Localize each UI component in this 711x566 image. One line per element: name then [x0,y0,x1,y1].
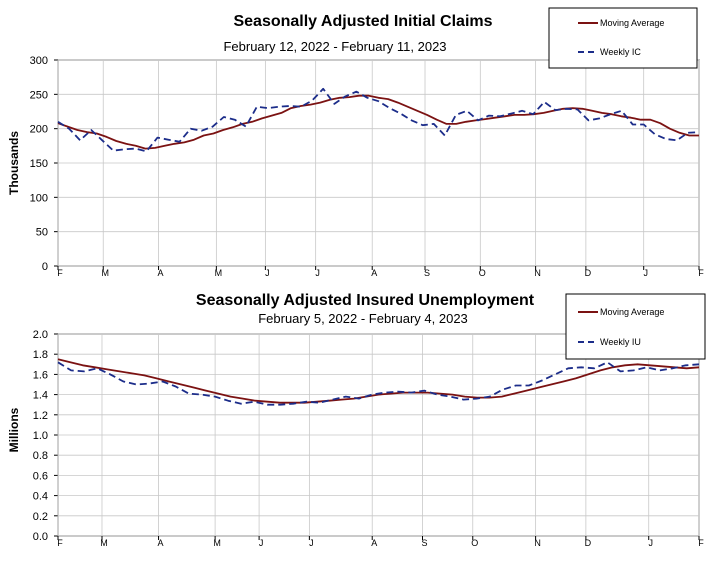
y-tick-label: 1.4 [33,390,48,402]
x-tick-label: O [479,268,486,278]
x-tick-label: J [309,538,314,548]
x-tick-label: A [371,538,377,548]
legend-label-moving-average: Moving Average [600,307,664,317]
x-tick-label: F [57,268,63,278]
legend-label-moving-average: Moving Average [600,18,664,28]
x-tick-label: S [421,538,427,548]
x-tick-label: M [213,538,221,548]
x-tick-label: N [534,538,541,548]
y-tick-label: 1.8 [33,349,48,361]
x-tick-label: D [585,268,592,278]
legend-box [548,7,698,69]
series-lines [57,358,700,406]
chart-subtitle: February 5, 2022 - February 4, 2023 [258,311,468,326]
legend-box [565,293,706,360]
y-tick-label: 0.0 [33,531,48,543]
x-tick-label: A [158,538,164,548]
chart-subtitle: February 12, 2022 - February 11, 2023 [223,39,446,54]
y-axis-label: Thousands [7,131,21,195]
legend-label-weekly-ic: Weekly IC [600,47,641,57]
x-tick-label: J [315,268,320,278]
chart-initial-claims: Seasonally Adjusted Initial Claims Febru… [7,7,704,278]
y-tick-labels: 0 50 100 150 200 250 300 [30,55,48,273]
y-tick-label: 1.6 [33,369,48,381]
x-tick-label: J [259,538,264,548]
y-tick-label: 1.0 [33,430,48,442]
y-tick-label: 0.2 [33,511,48,523]
y-tick-label: 100 [30,192,48,204]
y-tick-label: 150 [30,158,48,170]
weekly-ic-line [57,87,700,153]
weekly-iu-line [57,361,700,406]
x-tick-label: M [101,268,109,278]
moving-average-line [57,94,699,150]
x-tick-label: A [158,268,164,278]
y-tick-label: 300 [30,55,48,67]
y-tick-label: 0.4 [33,491,48,503]
legend-label-weekly-iu: Weekly IU [600,337,641,347]
y-tick-label: 2.0 [33,329,48,341]
x-tick-label: J [643,268,648,278]
y-tick-labels: 0.0 0.2 0.4 0.6 0.8 1.0 1.2 1.4 1.6 1.8 2.0 [33,329,48,543]
chart-insured-unemployment: Seasonally Adjusted Insured Unemployment… [7,292,706,548]
x-tick-label: F [698,538,704,548]
y-axis-label: Millions [7,407,21,452]
y-tick-label: 200 [30,124,48,136]
series-lines [57,87,700,153]
x-tick-label: F [698,268,704,278]
x-tick-label: F [57,538,63,548]
legend: Moving Average Weekly IC [548,7,698,69]
x-tick-label: J [648,538,653,548]
gridlines [54,59,700,270]
chart-title: Seasonally Adjusted Initial Claims [233,13,492,30]
y-tick-label: 0 [42,261,48,273]
x-tick-label: D [585,538,592,548]
legend: Moving Average Weekly IU [565,293,706,360]
y-tick-label: 250 [30,89,48,101]
y-tick-label: 0.8 [33,450,48,462]
chart-title: Seasonally Adjusted Insured Unemployment [196,292,535,309]
x-tick-label: N [534,268,541,278]
x-tick-label: O [471,538,478,548]
y-tick-label: 0.6 [33,470,48,482]
x-tick-label: M [100,538,108,548]
x-tick-label: J [265,268,270,278]
y-tick-label: 50 [36,227,48,239]
x-tick-label: A [371,268,377,278]
moving-average-line [57,358,700,404]
x-tick-label: S [424,268,430,278]
y-tick-label: 1.2 [33,410,48,422]
x-tick-label: M [215,268,223,278]
